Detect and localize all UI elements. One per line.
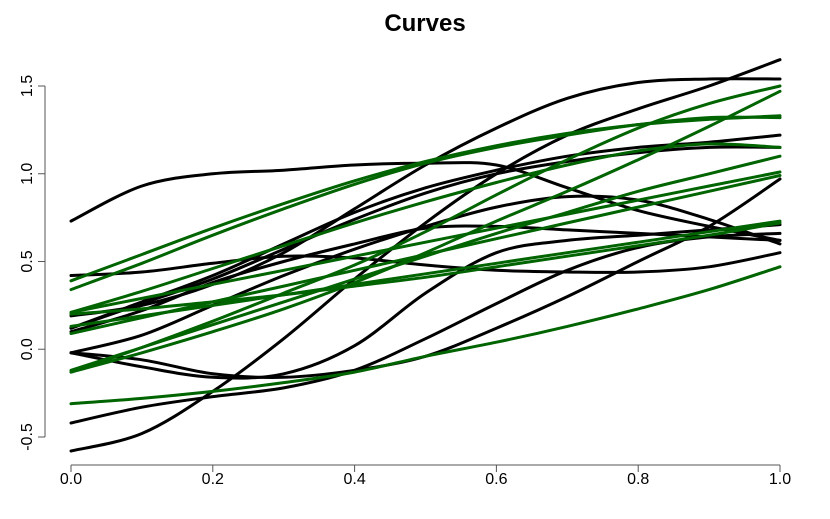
y-tick-label: 0.5 (19, 250, 36, 272)
curve-22 (69, 154, 782, 372)
curve-10 (69, 133, 782, 330)
curve-2 (69, 58, 782, 453)
chart-title: Curves (384, 10, 465, 37)
plot-area (69, 58, 782, 453)
x-tick-label: 0.2 (202, 471, 224, 488)
curve-6 (69, 194, 782, 355)
curve-13 (69, 84, 782, 374)
curve-18 (69, 219, 782, 328)
x-tick-label: 0.4 (343, 471, 365, 488)
curve-21 (69, 221, 782, 316)
curve-15 (69, 174, 782, 335)
curve-11 (69, 223, 782, 380)
curve-19 (69, 265, 782, 406)
y-tick-label: 1.5 (19, 75, 36, 97)
curve-14 (69, 142, 782, 314)
curve-17 (69, 170, 782, 314)
x-tick-label: 0.6 (485, 471, 507, 488)
x-tick-label: 0.0 (60, 471, 82, 488)
curve-4 (69, 251, 782, 277)
y-tick-label: 0.0 (19, 338, 36, 360)
x-tick-label: 1.0 (769, 471, 791, 488)
curve-20 (69, 89, 782, 374)
x-tick-label: 0.8 (627, 471, 649, 488)
x-axis: 0.0 0.2 0.4 0.6 0.8 1.0 (60, 464, 791, 488)
y-axis: -0.5 0.0 0.5 1.0 1.5 (19, 75, 46, 451)
y-tick-label: -0.5 (19, 423, 36, 451)
curve-16 (69, 114, 782, 283)
y-tick-label: 1.0 (19, 163, 36, 185)
